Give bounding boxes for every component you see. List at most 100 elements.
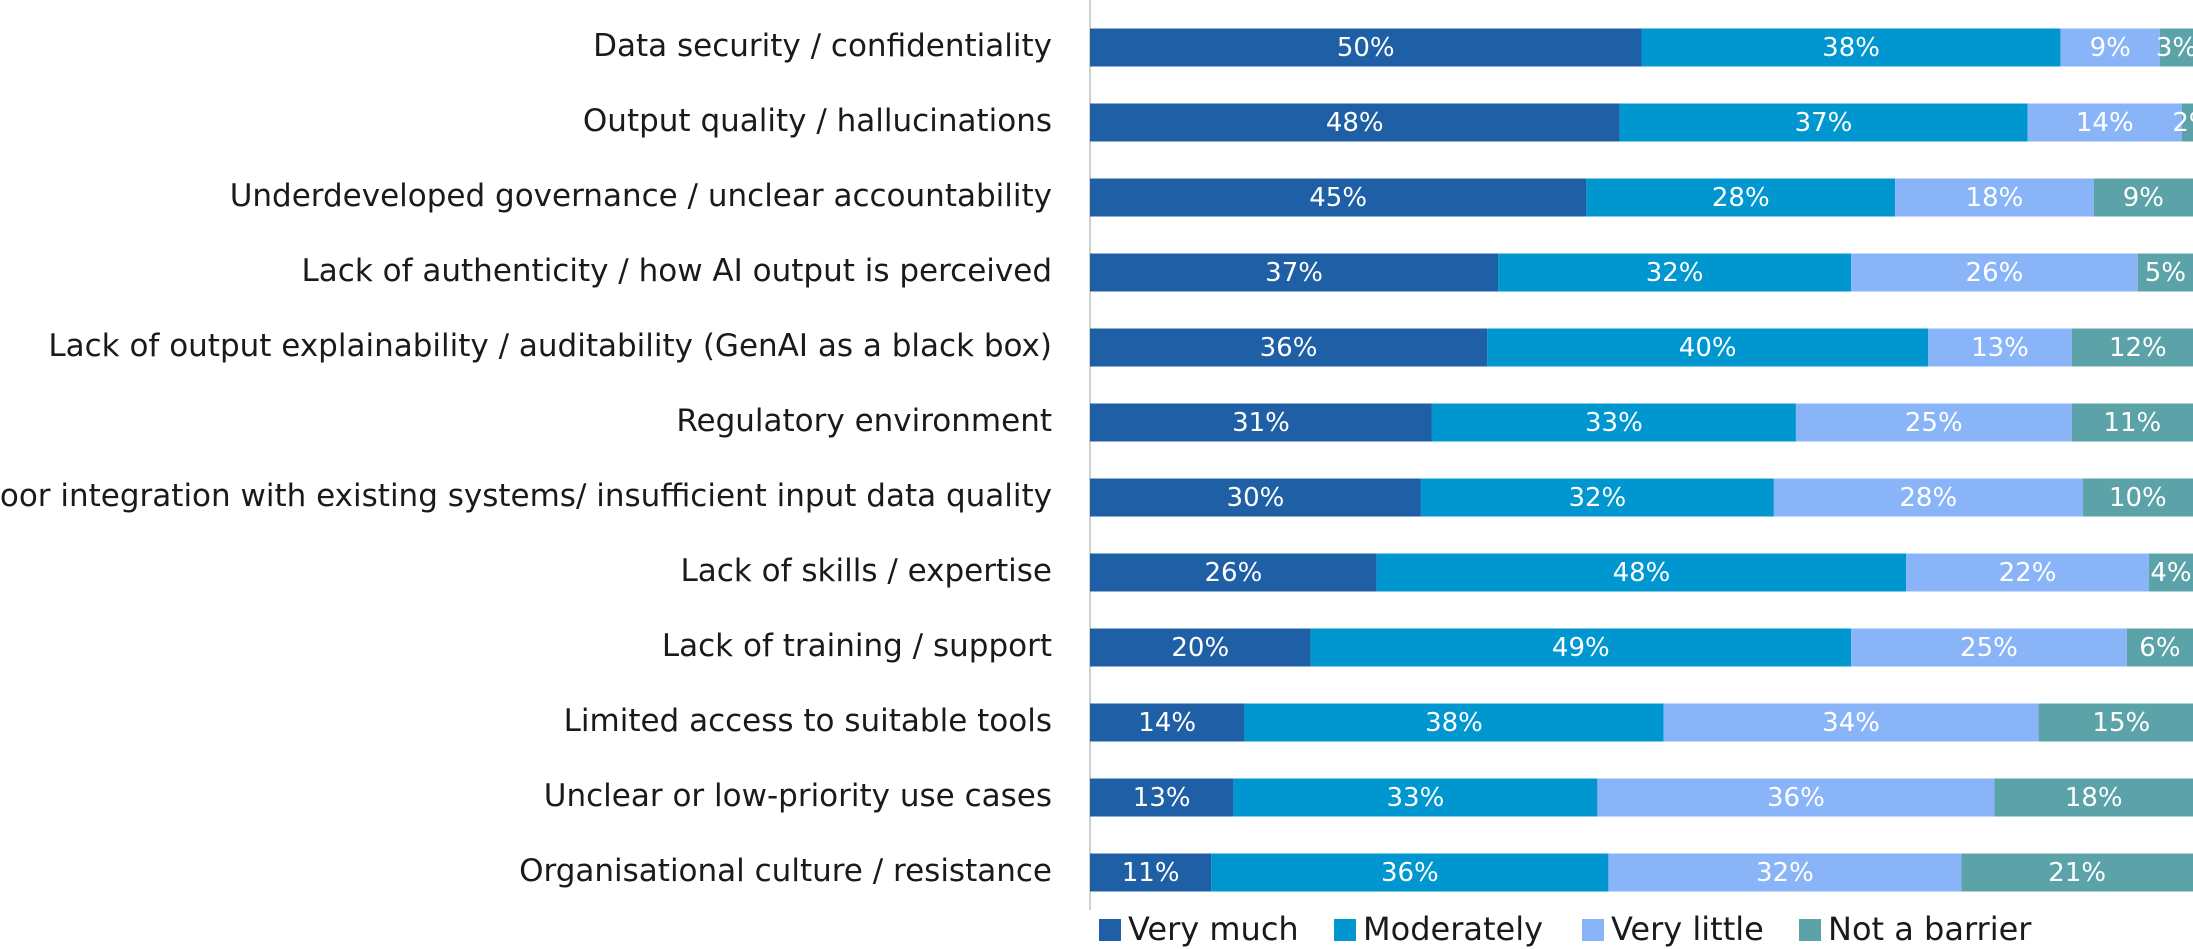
value-label: 11%	[1122, 858, 1180, 888]
bar-segment	[1211, 853, 1609, 892]
bar-segment	[1090, 328, 1488, 367]
value-label: 25%	[1905, 408, 1963, 438]
category-label: Underdeveloped governance / unclear acco…	[230, 178, 1052, 214]
bar-segment	[2181, 103, 2193, 142]
bar-segment	[2071, 403, 2193, 442]
bar-segment	[2071, 328, 2193, 367]
bar-segment	[1487, 328, 1929, 367]
value-label: 5%	[2145, 258, 2186, 288]
value-label: 30%	[1227, 483, 1285, 513]
value-label: 14%	[2076, 108, 2134, 138]
bar-segment	[1773, 478, 2083, 517]
bar-segment	[1619, 103, 2028, 142]
value-label: 33%	[1585, 408, 1643, 438]
value-label: 37%	[1265, 258, 1323, 288]
value-label: 28%	[1899, 483, 1957, 513]
value-label: 36%	[1381, 858, 1439, 888]
value-label: 25%	[1960, 633, 2018, 663]
bar-segment	[1244, 703, 1664, 742]
bar-segment	[1376, 553, 1907, 592]
category-label: Regulatory environment	[676, 403, 1052, 439]
value-label: 32%	[1568, 483, 1626, 513]
legend-label: Very little	[1611, 910, 1764, 948]
bar-segment	[1431, 403, 1796, 442]
bar-segment	[1906, 553, 2149, 592]
category-label: Limited access to suitable tools	[564, 703, 1052, 739]
legend-swatch	[1099, 919, 1121, 941]
bar-segment	[1895, 178, 2094, 217]
bar-segment	[1586, 178, 1896, 217]
value-label: 21%	[2048, 858, 2106, 888]
category-label: Poor integration with existing systems/ …	[0, 478, 1052, 514]
bar-segment	[2038, 703, 2193, 742]
bar-segment	[1420, 478, 1774, 517]
bar-segment	[1795, 403, 2072, 442]
value-label: 3%	[2156, 33, 2193, 63]
bar-segment	[1090, 703, 1245, 742]
bar-segment	[1090, 253, 1499, 292]
bar-segment	[1310, 628, 1852, 667]
bar-segment	[1090, 628, 1311, 667]
value-label: 18%	[2065, 783, 2123, 813]
value-label: 20%	[1171, 633, 1229, 663]
bar-segment	[1090, 28, 1642, 67]
value-label: 14%	[1138, 708, 1196, 738]
value-label: 11%	[2103, 408, 2161, 438]
bar-segment	[1994, 778, 2193, 817]
bar-segment	[1961, 853, 2193, 892]
value-label: 13%	[1971, 333, 2029, 363]
category-label: Output quality / hallucinations	[583, 103, 1052, 139]
bar-segment	[2159, 28, 2193, 67]
bar-segment	[1090, 853, 1212, 892]
bar-segment	[1090, 403, 1432, 442]
category-label: Lack of authenticity / how AI output is …	[302, 253, 1052, 289]
value-label: 6%	[2139, 633, 2180, 663]
value-label: 10%	[2109, 483, 2167, 513]
value-label: 38%	[1822, 33, 1880, 63]
value-label: 38%	[1425, 708, 1483, 738]
legend-swatch	[1582, 919, 1604, 941]
value-label: 26%	[1204, 558, 1262, 588]
value-label: 40%	[1679, 333, 1737, 363]
bar-segment	[2060, 28, 2160, 67]
value-label: 13%	[1133, 783, 1191, 813]
bar-segment	[1641, 28, 2061, 67]
bar-segment	[2093, 178, 2193, 217]
value-label: 26%	[1966, 258, 2024, 288]
bar-segment	[2027, 103, 2182, 142]
bar-segment	[2126, 628, 2193, 667]
legend-label: Not a barrier	[1828, 910, 2032, 948]
value-label: 12%	[2109, 333, 2167, 363]
category-label: Unclear or low-priority use cases	[544, 778, 1052, 814]
bar-segment	[2148, 553, 2193, 592]
legend-swatch	[1799, 919, 1821, 941]
bar-segment	[1233, 778, 1598, 817]
bar-segment	[1090, 103, 1620, 142]
category-label: Lack of training / support	[662, 628, 1052, 664]
value-label: 28%	[1712, 183, 1770, 213]
bar-segment	[1090, 778, 1234, 817]
value-label: 32%	[1756, 858, 1814, 888]
value-label: 50%	[1337, 33, 1395, 63]
value-label: 31%	[1232, 408, 1290, 438]
value-label: 4%	[2150, 558, 2191, 588]
bar-segment	[1090, 553, 1377, 592]
value-label: 33%	[1386, 783, 1444, 813]
bar-segment	[1597, 778, 1995, 817]
category-label: Lack of output explainability / auditabi…	[48, 328, 1052, 364]
bar-segment	[1608, 853, 1962, 892]
bar-segment	[1663, 703, 2039, 742]
bar-segment	[1851, 628, 2127, 667]
value-label: 48%	[1326, 108, 1384, 138]
value-label: 45%	[1309, 183, 1367, 213]
value-label: 15%	[2092, 708, 2150, 738]
value-label: 9%	[2123, 183, 2164, 213]
value-label: 36%	[1767, 783, 1825, 813]
value-label: 22%	[1999, 558, 2057, 588]
legend-swatch	[1334, 919, 1356, 941]
value-label: 36%	[1260, 333, 1318, 363]
bar-segment	[1090, 478, 1421, 517]
value-label: 37%	[1795, 108, 1853, 138]
